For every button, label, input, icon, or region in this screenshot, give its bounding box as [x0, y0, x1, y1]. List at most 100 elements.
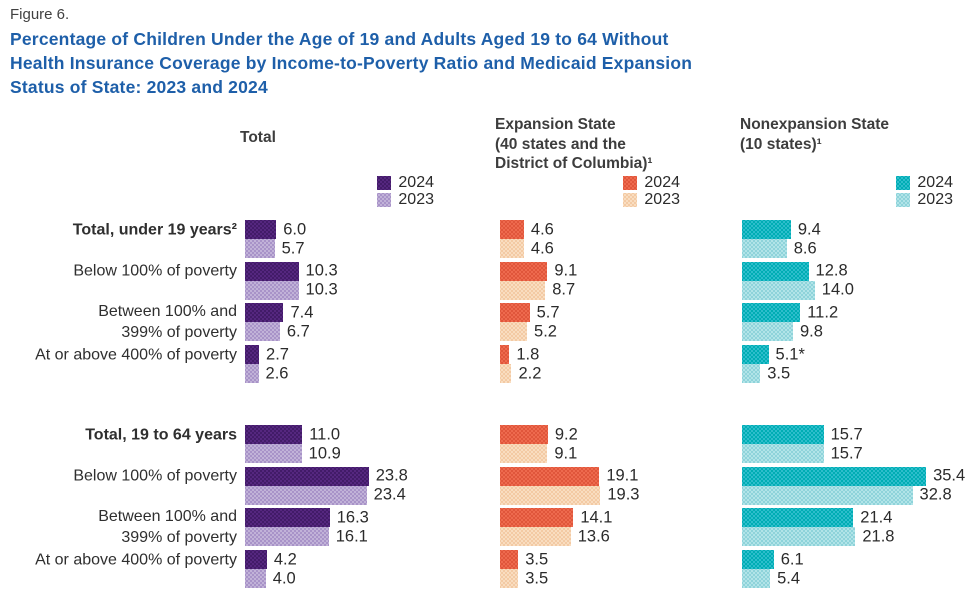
bar-value-label: 10.3: [305, 261, 338, 280]
legend-label-2024: 2024: [398, 174, 434, 191]
bar-expansion-2023: [500, 322, 528, 342]
legend-total: 2024 2023: [324, 174, 434, 209]
legend-swatch-2024-icon: [623, 176, 638, 190]
legend-entry-2024: 2024: [843, 174, 953, 191]
bar-value-label: 10.9: [308, 444, 341, 462]
row-label: Total, 19 to 64 years: [85, 426, 237, 443]
bar-value-label: 3.5: [767, 364, 791, 383]
bar-expansion-2024: [500, 261, 548, 281]
bar-expansion-2023: [500, 569, 519, 589]
bar-total-2023: [245, 569, 266, 589]
bar-expansion-2023: [500, 364, 512, 384]
bar-nonexpansion-2024: [742, 425, 824, 444]
bar-value-label: 23.8: [375, 466, 408, 485]
bar-total-2023: [245, 444, 302, 463]
bar-nonexpansion-2024: [742, 220, 791, 239]
row-label: Below 100% of poverty: [73, 262, 237, 280]
bar-nonexpansion-2023: [742, 527, 856, 547]
bar-expansion-2024: [500, 303, 530, 323]
bar-value-label: 9.8: [799, 322, 823, 341]
bar-value-label: 9.1: [554, 261, 578, 280]
bar-value-label: 10.3: [305, 280, 338, 299]
bar-value-label: 35.4: [933, 466, 966, 485]
legend-label-2024: 2024: [644, 174, 680, 191]
bar-expansion-2023: [500, 239, 524, 258]
bar-total-2024: [245, 345, 260, 365]
bar-total-2024: [245, 425, 303, 444]
bar-value-label: 9.4: [797, 220, 821, 238]
bar-value-label: 4.0: [272, 569, 296, 588]
bar-expansion-2024: [500, 425, 548, 444]
bar-expansion-2023: [500, 280, 546, 300]
bar-total-2024: [245, 220, 277, 239]
bar-nonexpansion-2024: [742, 508, 854, 528]
legend-swatch-2023-icon: [896, 193, 911, 207]
bar-value-label: 5.1*: [775, 345, 805, 364]
row-label: Between 100% and 399% of poverty: [98, 508, 237, 547]
bar-value-label: 23.4: [373, 485, 406, 504]
legend-swatch-2023-icon: [623, 193, 638, 207]
bar-value-label: 16.3: [336, 508, 369, 527]
legend-entry-2023: 2023: [843, 191, 953, 208]
bar-value-label: 15.7: [830, 425, 863, 443]
bar-value-label: 5.7: [281, 239, 305, 257]
bar-value-label: 14.1: [580, 508, 613, 527]
bar-total-2023: [245, 322, 280, 342]
bar-value-label: 3.5: [525, 550, 549, 569]
bar-value-label: 14.0: [821, 280, 854, 299]
legend-swatch-2024-icon: [377, 176, 392, 190]
bar-value-label: 2.6: [265, 364, 289, 383]
row-label: At or above 400% of poverty: [35, 346, 237, 364]
legend-expansion-state: 2024 2023: [570, 174, 680, 209]
row-label: Between 100% and 399% of poverty: [98, 303, 237, 342]
bar-nonexpansion-2023: [742, 239, 787, 258]
bar-value-label: 6.1: [780, 550, 804, 569]
bar-value-label: 11.2: [807, 303, 839, 322]
figure-title: Percentage of Children Under the Age of …: [10, 27, 692, 99]
bar-nonexpansion-2023: [742, 569, 771, 589]
legend-label-2023: 2023: [917, 191, 953, 208]
legend-entry-2024: 2024: [570, 174, 680, 191]
bar-value-label: 9.1: [554, 444, 578, 462]
legend-entry-2023: 2023: [324, 191, 434, 208]
bar-nonexpansion-2023: [742, 485, 913, 505]
bar-value-label: 5.4: [777, 569, 801, 588]
bar-total-2024: [245, 303, 284, 323]
figure-number-label: Figure 6.: [10, 6, 70, 23]
bar-nonexpansion-2024: [742, 303, 801, 323]
bar-value-label: 3.5: [525, 569, 549, 588]
bar-total-2023: [245, 280, 299, 300]
legend-label-2023: 2023: [398, 191, 434, 208]
bar-value-label: 4.6: [530, 239, 554, 257]
figure-title-line: Health Insurance Coverage by Income-to-P…: [10, 53, 693, 73]
bar-value-label: 13.6: [577, 527, 610, 546]
bar-value-label: 19.3: [607, 485, 640, 504]
legend-nonexpansion-state: 2024 2023: [843, 174, 953, 209]
column-header-expansion-state: Expansion State (40 states and the Distr…: [495, 116, 653, 172]
bar-nonexpansion-2024: [742, 261, 809, 281]
bar-total-2024: [245, 508, 330, 528]
bar-value-label: 5.2: [534, 322, 557, 341]
bar-expansion-2023: [500, 485, 601, 505]
legend-swatch-2024-icon: [896, 176, 911, 190]
bar-value-label: 21.8: [862, 527, 895, 546]
bar-total-2023: [245, 485, 367, 505]
bar-value-label: 4.2: [273, 550, 297, 569]
bar-nonexpansion-2024: [742, 345, 769, 365]
bar-value-label: 12.8: [815, 261, 848, 280]
figure-title-line: Percentage of Children Under the Age of …: [10, 29, 669, 49]
bar-value-label: 8.7: [552, 280, 576, 299]
bar-total-2024: [245, 550, 267, 570]
bar-expansion-2023: [500, 444, 548, 463]
bar-value-label: 9.2: [554, 425, 578, 443]
bar-expansion-2024: [500, 550, 519, 570]
legend-label-2024: 2024: [917, 174, 953, 191]
bar-total-2023: [245, 239, 275, 258]
bar-total-2024: [245, 466, 369, 486]
legend-entry-2024: 2024: [324, 174, 434, 191]
bar-total-2024: [245, 261, 299, 281]
figure-title-line: Status of State: 2023 and 2024: [10, 77, 268, 97]
legend-entry-2023: 2023: [570, 191, 680, 208]
legend-label-2023: 2023: [644, 191, 680, 208]
